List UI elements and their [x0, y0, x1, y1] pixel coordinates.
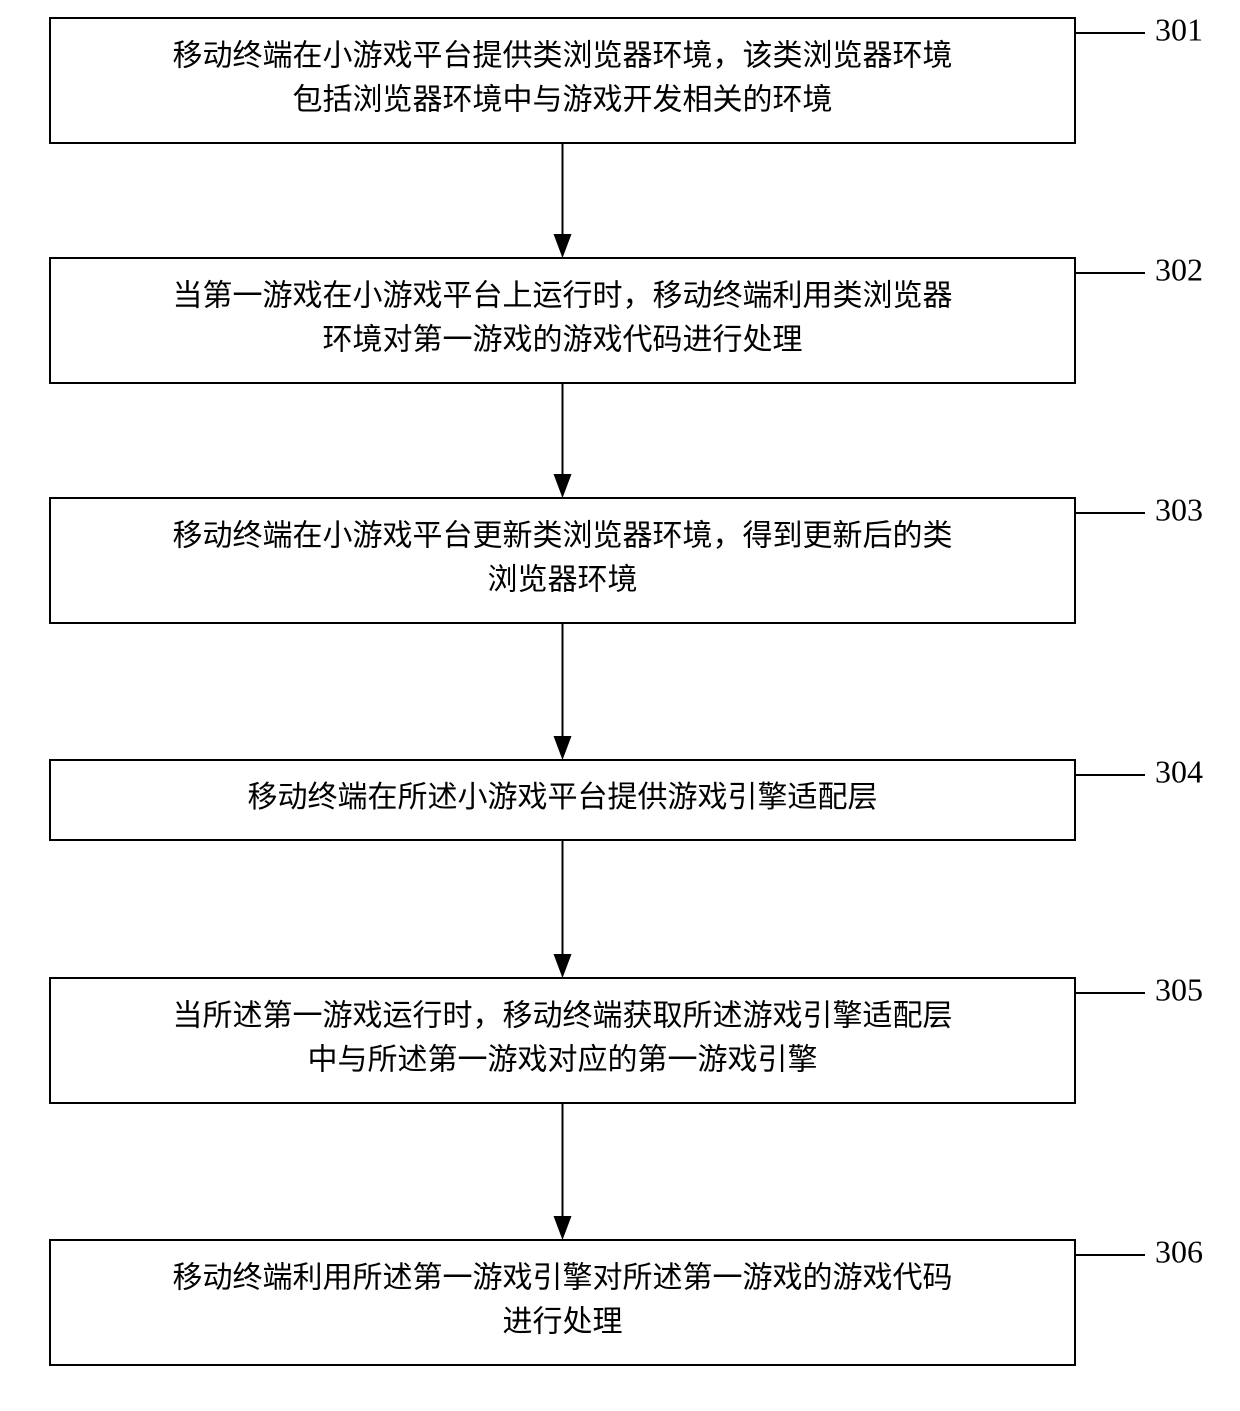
step-text-line: 当所述第一游戏运行时，移动终端获取所述游戏引擎适配层: [173, 999, 953, 1032]
step-box: [50, 18, 1075, 143]
step-text-line: 进行处理: [503, 1305, 623, 1338]
step-302: 当第一游戏在小游戏平台上运行时，移动终端利用类浏览器环境对第一游戏的游戏代码进行…: [50, 251, 1203, 383]
step-text-line: 移动终端在小游戏平台更新类浏览器环境，得到更新后的类: [173, 519, 953, 552]
step-text-line: 移动终端利用所述第一游戏引擎对所述第一游戏的游戏代码: [173, 1261, 953, 1294]
step-304: 移动终端在所述小游戏平台提供游戏引擎适配层 304: [50, 753, 1203, 840]
step-text-line: 环境对第一游戏的游戏代码进行处理: [323, 323, 803, 356]
step-301: 移动终端在小游戏平台提供类浏览器环境，该类浏览器环境包括浏览器环境中与游戏开发相…: [50, 11, 1203, 143]
step-label: 306: [1155, 1233, 1203, 1269]
step-306: 移动终端利用所述第一游戏引擎对所述第一游戏的游戏代码进行处理 306: [50, 1233, 1203, 1365]
step-text-line: 移动终端在所述小游戏平台提供游戏引擎适配层: [248, 781, 878, 814]
step-label: 303: [1155, 491, 1203, 527]
step-305: 当所述第一游戏运行时，移动终端获取所述游戏引擎适配层中与所述第一游戏对应的第一游…: [50, 971, 1203, 1103]
canvas-background: [0, 0, 1240, 1411]
step-box: [50, 258, 1075, 383]
step-text-line: 移动终端在小游戏平台提供类浏览器环境，该类浏览器环境: [173, 39, 953, 72]
step-text-line: 当第一游戏在小游戏平台上运行时，移动终端利用类浏览器: [173, 279, 953, 312]
step-label: 302: [1155, 251, 1203, 287]
step-text-line: 包括浏览器环境中与游戏开发相关的环境: [293, 83, 833, 116]
flowchart: 移动终端在小游戏平台提供类浏览器环境，该类浏览器环境包括浏览器环境中与游戏开发相…: [0, 0, 1240, 1411]
step-label: 304: [1155, 753, 1203, 789]
step-label: 305: [1155, 971, 1203, 1007]
step-box: [50, 1240, 1075, 1365]
step-box: [50, 498, 1075, 623]
step-303: 移动终端在小游戏平台更新类浏览器环境，得到更新后的类浏览器环境 303: [50, 491, 1203, 623]
step-text-line: 浏览器环境: [488, 563, 638, 596]
step-label: 301: [1155, 11, 1203, 47]
step-box: [50, 978, 1075, 1103]
step-text-line: 中与所述第一游戏对应的第一游戏引擎: [308, 1043, 818, 1076]
